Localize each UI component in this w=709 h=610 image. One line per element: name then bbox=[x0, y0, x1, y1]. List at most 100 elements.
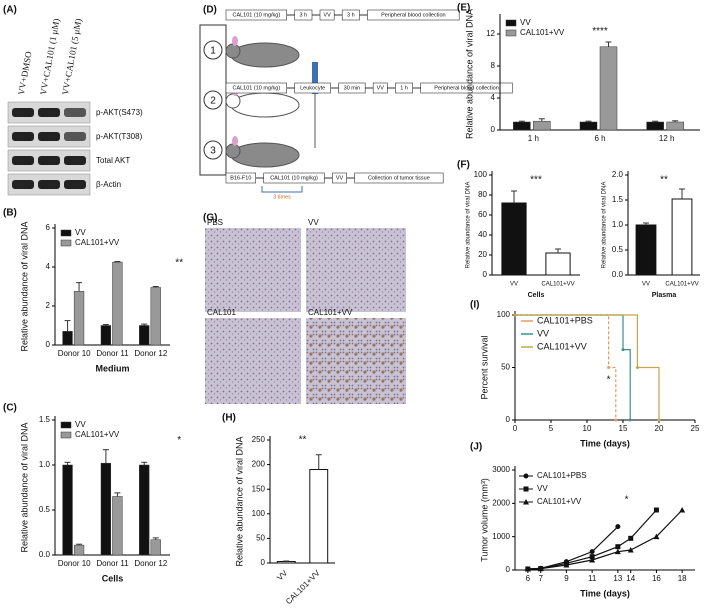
bar bbox=[501, 202, 527, 276]
marker bbox=[627, 547, 634, 553]
y-tick-label: 200 bbox=[252, 460, 266, 469]
y-tick-label: 20 bbox=[478, 250, 487, 259]
x-tick-label: 18 bbox=[678, 574, 687, 583]
step-text: 30 min bbox=[344, 85, 361, 91]
micrograph bbox=[306, 228, 406, 312]
x-axis-label: Time (days) bbox=[580, 438, 630, 448]
x-tick-label: VV bbox=[510, 282, 518, 288]
significance: **** bbox=[592, 26, 608, 37]
y-tick-label: 40 bbox=[478, 230, 487, 239]
group-number: 3 bbox=[210, 146, 216, 157]
y-tick-label: 50 bbox=[256, 534, 265, 543]
y-tick-label: 1.5 bbox=[39, 415, 51, 424]
blot-band bbox=[64, 156, 86, 165]
group-number: 1 bbox=[210, 46, 216, 57]
y-tick-label: 1.0 bbox=[612, 220, 624, 229]
step-text: 3 h bbox=[300, 12, 308, 18]
y-tick-label: 2.0 bbox=[612, 170, 624, 179]
blot-band bbox=[38, 180, 60, 189]
blot-band bbox=[12, 156, 34, 165]
repeat-bracket bbox=[261, 186, 303, 193]
y-tick-label: 12 bbox=[486, 29, 495, 38]
step-box bbox=[420, 82, 513, 94]
y-tick-label: 100 bbox=[474, 170, 488, 179]
step-box bbox=[395, 82, 413, 94]
legend-label: CAL101+VV bbox=[537, 497, 582, 506]
y-axis-label: Relative abundance of viral DNA bbox=[19, 422, 29, 552]
step-text: Collection of tumor tissue bbox=[368, 175, 430, 181]
y-tick-label: 4 bbox=[491, 93, 496, 102]
legend-label: VV bbox=[75, 420, 86, 429]
y-tick-label: 1.5 bbox=[612, 195, 624, 204]
marker bbox=[589, 554, 595, 560]
lane-label: VV+CAL101 (1 μM) bbox=[38, 18, 61, 96]
legend-label: CAL101+PBS bbox=[537, 471, 587, 480]
legend-label: CAL101+VV bbox=[537, 341, 587, 351]
step-text: Peripheral blood collection bbox=[381, 12, 446, 18]
y-tick-label: 4 bbox=[46, 262, 51, 271]
panel-label: (G) bbox=[203, 213, 217, 224]
line bbox=[527, 509, 683, 570]
x-tick-label: 9 bbox=[564, 574, 569, 583]
marker bbox=[589, 549, 595, 555]
significance: ** bbox=[660, 175, 668, 186]
y-tick-label: 0.0 bbox=[612, 270, 624, 279]
y-tick-label: 0.0 bbox=[39, 550, 51, 559]
y-axis-label: Relative abundance of viral DNA bbox=[19, 221, 29, 351]
x-tick-label: 5 bbox=[549, 424, 554, 433]
panel-label: (F) bbox=[457, 160, 470, 171]
y-axis-label: Relative abundance of viral DNA bbox=[464, 9, 474, 139]
x-tick-label: Donor 11 bbox=[96, 559, 129, 568]
y-tick-label: 0.5 bbox=[612, 245, 624, 254]
step-point bbox=[614, 418, 618, 422]
step-point bbox=[628, 418, 632, 422]
marker bbox=[615, 524, 621, 530]
group-circle bbox=[203, 90, 223, 110]
legend-label: CAL101+VV bbox=[75, 430, 120, 439]
marker bbox=[614, 548, 621, 555]
legend-swatch bbox=[60, 421, 72, 429]
mouse bbox=[230, 92, 300, 118]
y-tick-label: 2000 bbox=[492, 498, 510, 507]
step-text: Leukocyte bbox=[300, 85, 325, 91]
y-axis-label: Tumor volume (mm³) bbox=[479, 478, 489, 562]
bar bbox=[533, 120, 551, 131]
y-tick-label: 150 bbox=[252, 484, 266, 493]
group-circle bbox=[203, 40, 223, 60]
x-tick-label: VV bbox=[642, 282, 650, 288]
micrograph bbox=[205, 318, 301, 404]
mouse-ear bbox=[232, 136, 238, 146]
x-axis-label: Cells bbox=[528, 292, 545, 299]
x-tick-label: VV bbox=[275, 568, 289, 582]
step-text: 1 h bbox=[400, 85, 408, 91]
bar bbox=[666, 121, 684, 131]
x-tick-label: 16 bbox=[652, 574, 661, 583]
marker bbox=[589, 557, 596, 563]
band-label: p-AKT(T308) bbox=[96, 132, 143, 141]
step-point bbox=[621, 348, 625, 352]
line bbox=[527, 526, 619, 570]
x-tick-label: 25 bbox=[691, 424, 700, 433]
x-axis-label: Cells bbox=[102, 573, 124, 583]
y-tick-label: 100 bbox=[252, 509, 266, 518]
step-text: 3 h bbox=[347, 12, 355, 18]
panel-label: (D) bbox=[203, 5, 217, 16]
x-axis-label: Medium bbox=[95, 363, 129, 373]
marker bbox=[628, 535, 634, 541]
y-tick-label: 60 bbox=[478, 210, 487, 219]
mouse-ear bbox=[232, 36, 238, 46]
bar bbox=[635, 224, 657, 276]
panel-label: (E) bbox=[457, 3, 470, 14]
x-tick-label: 1 h bbox=[528, 134, 539, 143]
x-tick-label: 15 bbox=[619, 424, 628, 433]
panel-label: (I) bbox=[470, 300, 479, 311]
marker bbox=[563, 562, 570, 568]
mouse-head bbox=[225, 93, 241, 109]
blot-band bbox=[38, 132, 60, 141]
x-tick-label: CAL101+VV bbox=[665, 282, 698, 288]
marker bbox=[653, 533, 660, 540]
step-box bbox=[354, 172, 444, 184]
legend-swatch bbox=[505, 19, 517, 27]
micrograph bbox=[306, 318, 406, 404]
